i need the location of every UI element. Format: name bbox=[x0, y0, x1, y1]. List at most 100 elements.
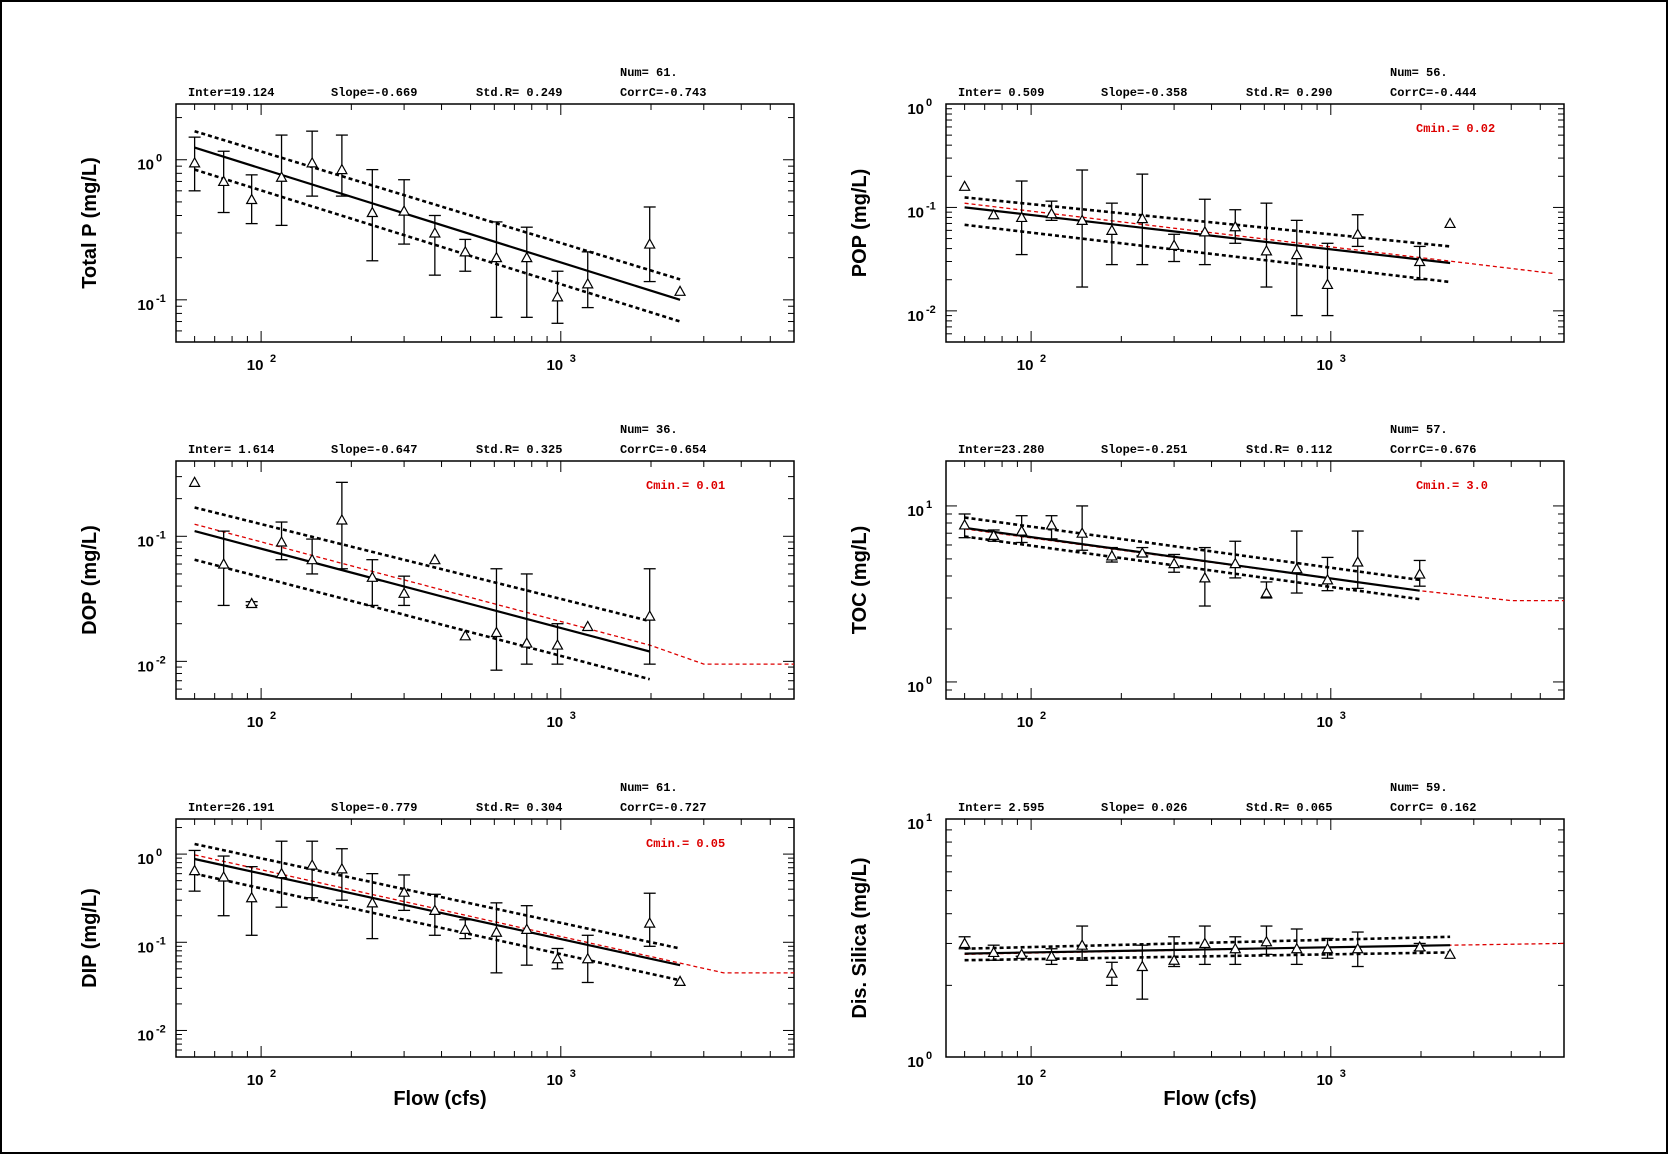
y-tick-label: 10 bbox=[137, 658, 154, 675]
y-tick-label: 10 bbox=[137, 939, 154, 956]
data-point bbox=[1015, 948, 1028, 959]
y-axis-title: POP (mg/L) bbox=[849, 169, 871, 278]
stat-inter: Inter= 1.614 bbox=[188, 443, 274, 457]
y-axis-title: Dis. Silica (mg/L) bbox=[849, 857, 871, 1018]
stat-stdr: Std.R= 0.325 bbox=[476, 443, 562, 457]
data-point bbox=[1321, 278, 1334, 290]
y-tick-exponent: 0 bbox=[926, 1050, 932, 1062]
y-tick-exponent: -1 bbox=[926, 200, 936, 212]
tick-marks bbox=[946, 461, 1565, 700]
y-tick-label: 10 bbox=[907, 204, 924, 221]
stat-num: Num= 59. bbox=[1390, 781, 1448, 795]
y-tick-exponent: 0 bbox=[926, 97, 932, 109]
lower-confidence-line bbox=[964, 223, 1451, 284]
stat-stdr: Std.R= 0.065 bbox=[1246, 801, 1332, 815]
y-tick-exponent: 1 bbox=[926, 812, 932, 824]
x-tick-label: 10 bbox=[1017, 357, 1034, 374]
y-axis-title: TOC (mg/L) bbox=[849, 526, 871, 635]
data-point bbox=[643, 609, 656, 621]
x-tick-label: 10 bbox=[1316, 357, 1333, 374]
upper-confidence-line bbox=[194, 129, 681, 281]
data-point bbox=[643, 237, 656, 249]
data-point bbox=[459, 245, 472, 257]
data-point bbox=[1260, 244, 1273, 256]
data-point bbox=[459, 629, 472, 641]
stat-slope: Slope=-0.669 bbox=[331, 86, 417, 100]
data-point bbox=[674, 285, 687, 296]
y-tick-exponent: 0 bbox=[156, 153, 162, 165]
regression-line bbox=[964, 944, 1451, 955]
data-point bbox=[1290, 248, 1303, 260]
cmin-label: Cmin.= 3.0 bbox=[1416, 479, 1488, 493]
upper-confidence-line bbox=[964, 196, 1451, 248]
data-point bbox=[398, 204, 411, 216]
data-point bbox=[428, 904, 441, 915]
stat-num: Num= 36. bbox=[620, 423, 678, 437]
plot-frame bbox=[945, 460, 1565, 700]
data-point bbox=[1321, 942, 1334, 954]
lower-confidence-line bbox=[964, 951, 1451, 962]
data-point bbox=[674, 975, 687, 986]
data-point bbox=[1136, 960, 1149, 972]
upper-confidence-line bbox=[194, 506, 651, 623]
data-point bbox=[275, 867, 288, 879]
y-tick-label: 10 bbox=[907, 816, 924, 833]
data-point bbox=[1136, 212, 1149, 224]
data-point bbox=[245, 891, 258, 903]
data-point bbox=[1229, 942, 1242, 954]
data-point bbox=[217, 175, 230, 187]
y-tick-exponent: 1 bbox=[926, 499, 932, 511]
x-tick-label: 10 bbox=[546, 1072, 563, 1089]
data-point bbox=[1413, 567, 1426, 579]
data-point bbox=[1045, 950, 1058, 961]
y-tick-label: 10 bbox=[907, 308, 924, 325]
plot-frame bbox=[175, 460, 795, 700]
data-point bbox=[1229, 557, 1242, 569]
data-point bbox=[1290, 562, 1303, 574]
cmin-fit-line bbox=[964, 528, 1564, 602]
data-point bbox=[398, 587, 411, 598]
data-point bbox=[520, 636, 533, 648]
data-point bbox=[1076, 938, 1089, 950]
y-axis-title: Total P (mg/L) bbox=[79, 157, 101, 288]
stat-inter: Inter=23.280 bbox=[958, 443, 1044, 457]
y-tick-exponent: -1 bbox=[156, 935, 166, 947]
x-tick-exponent: 2 bbox=[270, 1068, 276, 1080]
tick-marks bbox=[176, 104, 795, 343]
stat-inter: Inter=26.191 bbox=[188, 801, 274, 815]
lower-confidence-line bbox=[194, 558, 651, 681]
data-point bbox=[1229, 220, 1242, 232]
data-point bbox=[1198, 937, 1211, 949]
stat-corr: CorrC=-0.727 bbox=[620, 801, 706, 815]
data-point bbox=[366, 206, 379, 218]
data-point bbox=[275, 535, 288, 547]
y-tick-label: 10 bbox=[907, 1054, 924, 1071]
data-point bbox=[490, 626, 503, 638]
stat-num: Num= 61. bbox=[620, 781, 678, 795]
data-point bbox=[490, 925, 503, 937]
stat-corr: CorrC=-0.654 bbox=[620, 443, 706, 457]
y-tick-exponent: 0 bbox=[156, 847, 162, 859]
data-point bbox=[1076, 214, 1089, 225]
tick-marks bbox=[176, 460, 795, 700]
data-point bbox=[958, 937, 971, 949]
y-axis-title: DOP (mg/L) bbox=[79, 525, 101, 635]
data-point bbox=[1321, 573, 1334, 585]
y-tick-exponent: 0 bbox=[926, 675, 932, 687]
data-point bbox=[188, 156, 201, 168]
data-point bbox=[217, 557, 230, 569]
x-tick-label: 10 bbox=[1316, 1072, 1333, 1089]
data-point bbox=[490, 251, 503, 263]
x-tick-exponent: 2 bbox=[1040, 1068, 1046, 1080]
plot-frame bbox=[175, 818, 795, 1058]
stat-slope: Slope=-0.647 bbox=[331, 443, 417, 457]
x-tick-label: 10 bbox=[1017, 714, 1034, 731]
stat-inter: Inter= 2.595 bbox=[958, 801, 1044, 815]
cmin-fit-line bbox=[964, 202, 1553, 275]
upper-confidence-line bbox=[964, 935, 1451, 950]
y-tick-label: 10 bbox=[137, 157, 154, 174]
data-point bbox=[581, 620, 594, 632]
data-point bbox=[1351, 555, 1364, 567]
data-point bbox=[1290, 942, 1303, 954]
